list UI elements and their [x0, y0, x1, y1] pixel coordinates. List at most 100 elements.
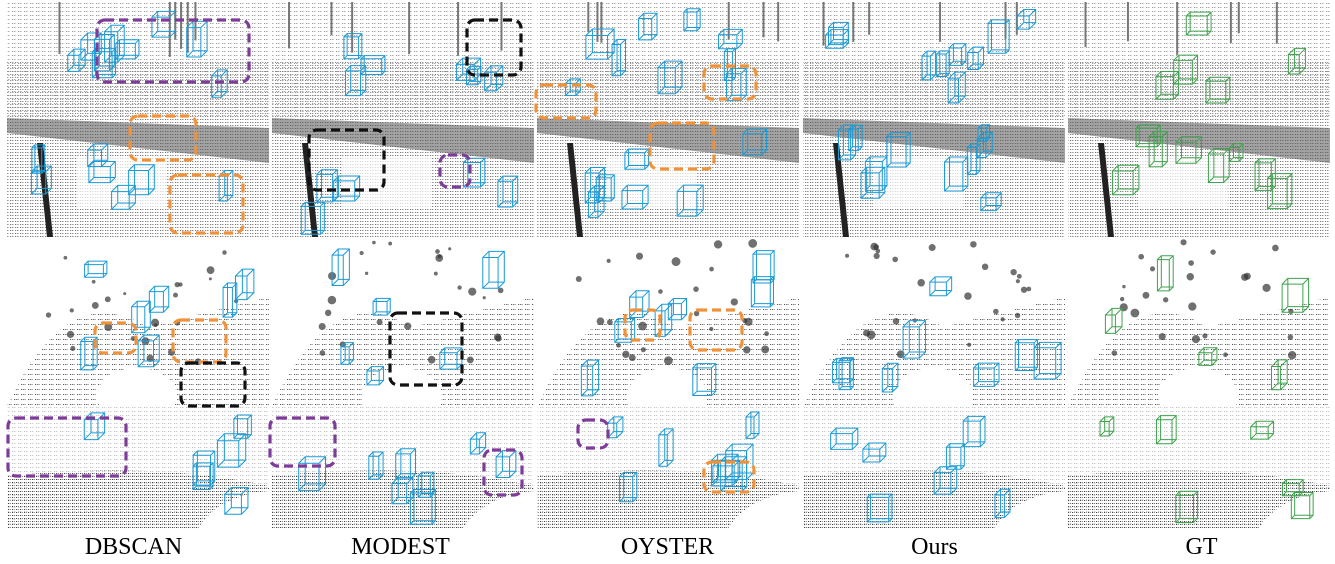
bounding-box: [360, 55, 386, 75]
bounding-box: [1155, 71, 1179, 100]
bounding-box: [218, 170, 234, 202]
bounding-box: [298, 456, 326, 491]
bounding-box: [692, 363, 717, 396]
column-label-gt: GT: [1185, 534, 1218, 560]
bounding-box: [211, 69, 228, 98]
bounding-box: [88, 160, 116, 184]
bounding-box: [1156, 255, 1174, 292]
bounding-box: [80, 336, 98, 371]
highlight-box-black: [388, 311, 464, 387]
bounding-box: [921, 50, 936, 81]
bounding-box: [30, 165, 52, 195]
bounding-box: [864, 156, 888, 191]
panel-r3-c1: [7, 237, 269, 406]
bounding-box: [67, 48, 86, 72]
bounding-box: [1155, 415, 1177, 445]
bounding-box: [933, 466, 958, 495]
bounding-box: [368, 451, 384, 480]
panel-r4-c5: [1068, 406, 1330, 530]
highlight-box-black: [179, 361, 247, 408]
highlight-box-purple: [268, 416, 337, 468]
bounding-box: [148, 285, 170, 313]
bounding-box: [234, 268, 255, 301]
bounding-box: [584, 167, 605, 204]
bounding-box: [745, 411, 760, 439]
bounding-box: [1175, 490, 1199, 523]
bounding-box: [1185, 11, 1212, 36]
bounding-box: [595, 174, 615, 202]
column-label-dbscan: DBSCAN: [84, 534, 183, 560]
panel-r2-c1: [7, 118, 269, 237]
highlight-box-orange: [93, 321, 138, 355]
bounding-box: [84, 260, 108, 278]
highlight-box-purple: [95, 18, 251, 84]
bounding-box: [216, 433, 247, 468]
bounding-box: [718, 28, 743, 50]
bounding-box: [1198, 347, 1218, 366]
column-label-modest: MODEST: [351, 534, 450, 560]
bounding-box: [1173, 54, 1199, 85]
bounding-box: [1281, 479, 1304, 497]
bounding-box: [1290, 491, 1314, 520]
bounding-box: [131, 300, 151, 334]
bounding-box: [466, 65, 482, 86]
panel-r1-c3: [537, 0, 799, 118]
bounding-box: [587, 185, 605, 218]
bounding-box: [1111, 164, 1140, 196]
bounding-box: [111, 184, 136, 210]
bounding-box: [186, 20, 208, 58]
panel-r1-c5: [1068, 0, 1330, 118]
bounding-box: [838, 357, 854, 391]
bounding-box: [966, 143, 981, 175]
column-label-oyster: OYSTER: [620, 534, 715, 560]
bounding-box: [948, 43, 967, 66]
bounding-box: [372, 297, 391, 316]
panel-r1-c1: [7, 0, 269, 118]
panel-r4-c4: [803, 406, 1065, 530]
panel-r3-c2: [272, 237, 534, 406]
bounding-box: [676, 184, 704, 217]
bounding-box: [837, 124, 857, 161]
highlight-box-purple: [576, 418, 610, 450]
bounding-box: [115, 39, 140, 60]
bounding-box: [1099, 416, 1115, 437]
bounding-box: [980, 192, 1002, 212]
highlight-box-purple: [6, 416, 128, 478]
bounding-box: [862, 442, 887, 463]
highlight-box-orange: [688, 308, 744, 352]
bounding-box: [224, 487, 249, 515]
panel-r4-c2: [272, 406, 534, 530]
bounding-box: [723, 48, 737, 81]
bounding-box: [881, 362, 899, 393]
bounding-box: [484, 65, 504, 92]
bounding-box: [1135, 124, 1161, 148]
bounding-box: [495, 450, 517, 478]
highlight-box-black: [465, 18, 523, 77]
panel-r4-c1: [7, 406, 269, 530]
bounding-box: [233, 414, 252, 439]
bounding-box: [439, 347, 463, 370]
bounding-box: [1205, 76, 1231, 104]
bounding-box: [825, 29, 849, 49]
panel-r2-c2: [272, 118, 534, 237]
bounding-box: [973, 362, 1000, 387]
highlight-box-orange: [168, 173, 245, 235]
bounding-box: [463, 157, 486, 188]
bounding-box: [343, 33, 363, 60]
bounding-box: [624, 148, 649, 170]
panel-r3-c3: [537, 237, 799, 406]
bounding-box: [866, 493, 893, 523]
panel-r3-c5: [1068, 237, 1330, 406]
panel-r2-c3: [537, 118, 799, 237]
highlight-box-orange: [171, 318, 228, 364]
bounding-box: [1104, 307, 1123, 334]
bounding-box: [344, 65, 367, 97]
bounding-box: [658, 428, 674, 467]
bounding-box: [1250, 420, 1275, 440]
bounding-box: [667, 297, 688, 321]
bounding-box: [391, 476, 414, 505]
bounding-box: [657, 60, 683, 95]
bounding-box: [1287, 47, 1306, 75]
bounding-box: [1281, 277, 1310, 313]
